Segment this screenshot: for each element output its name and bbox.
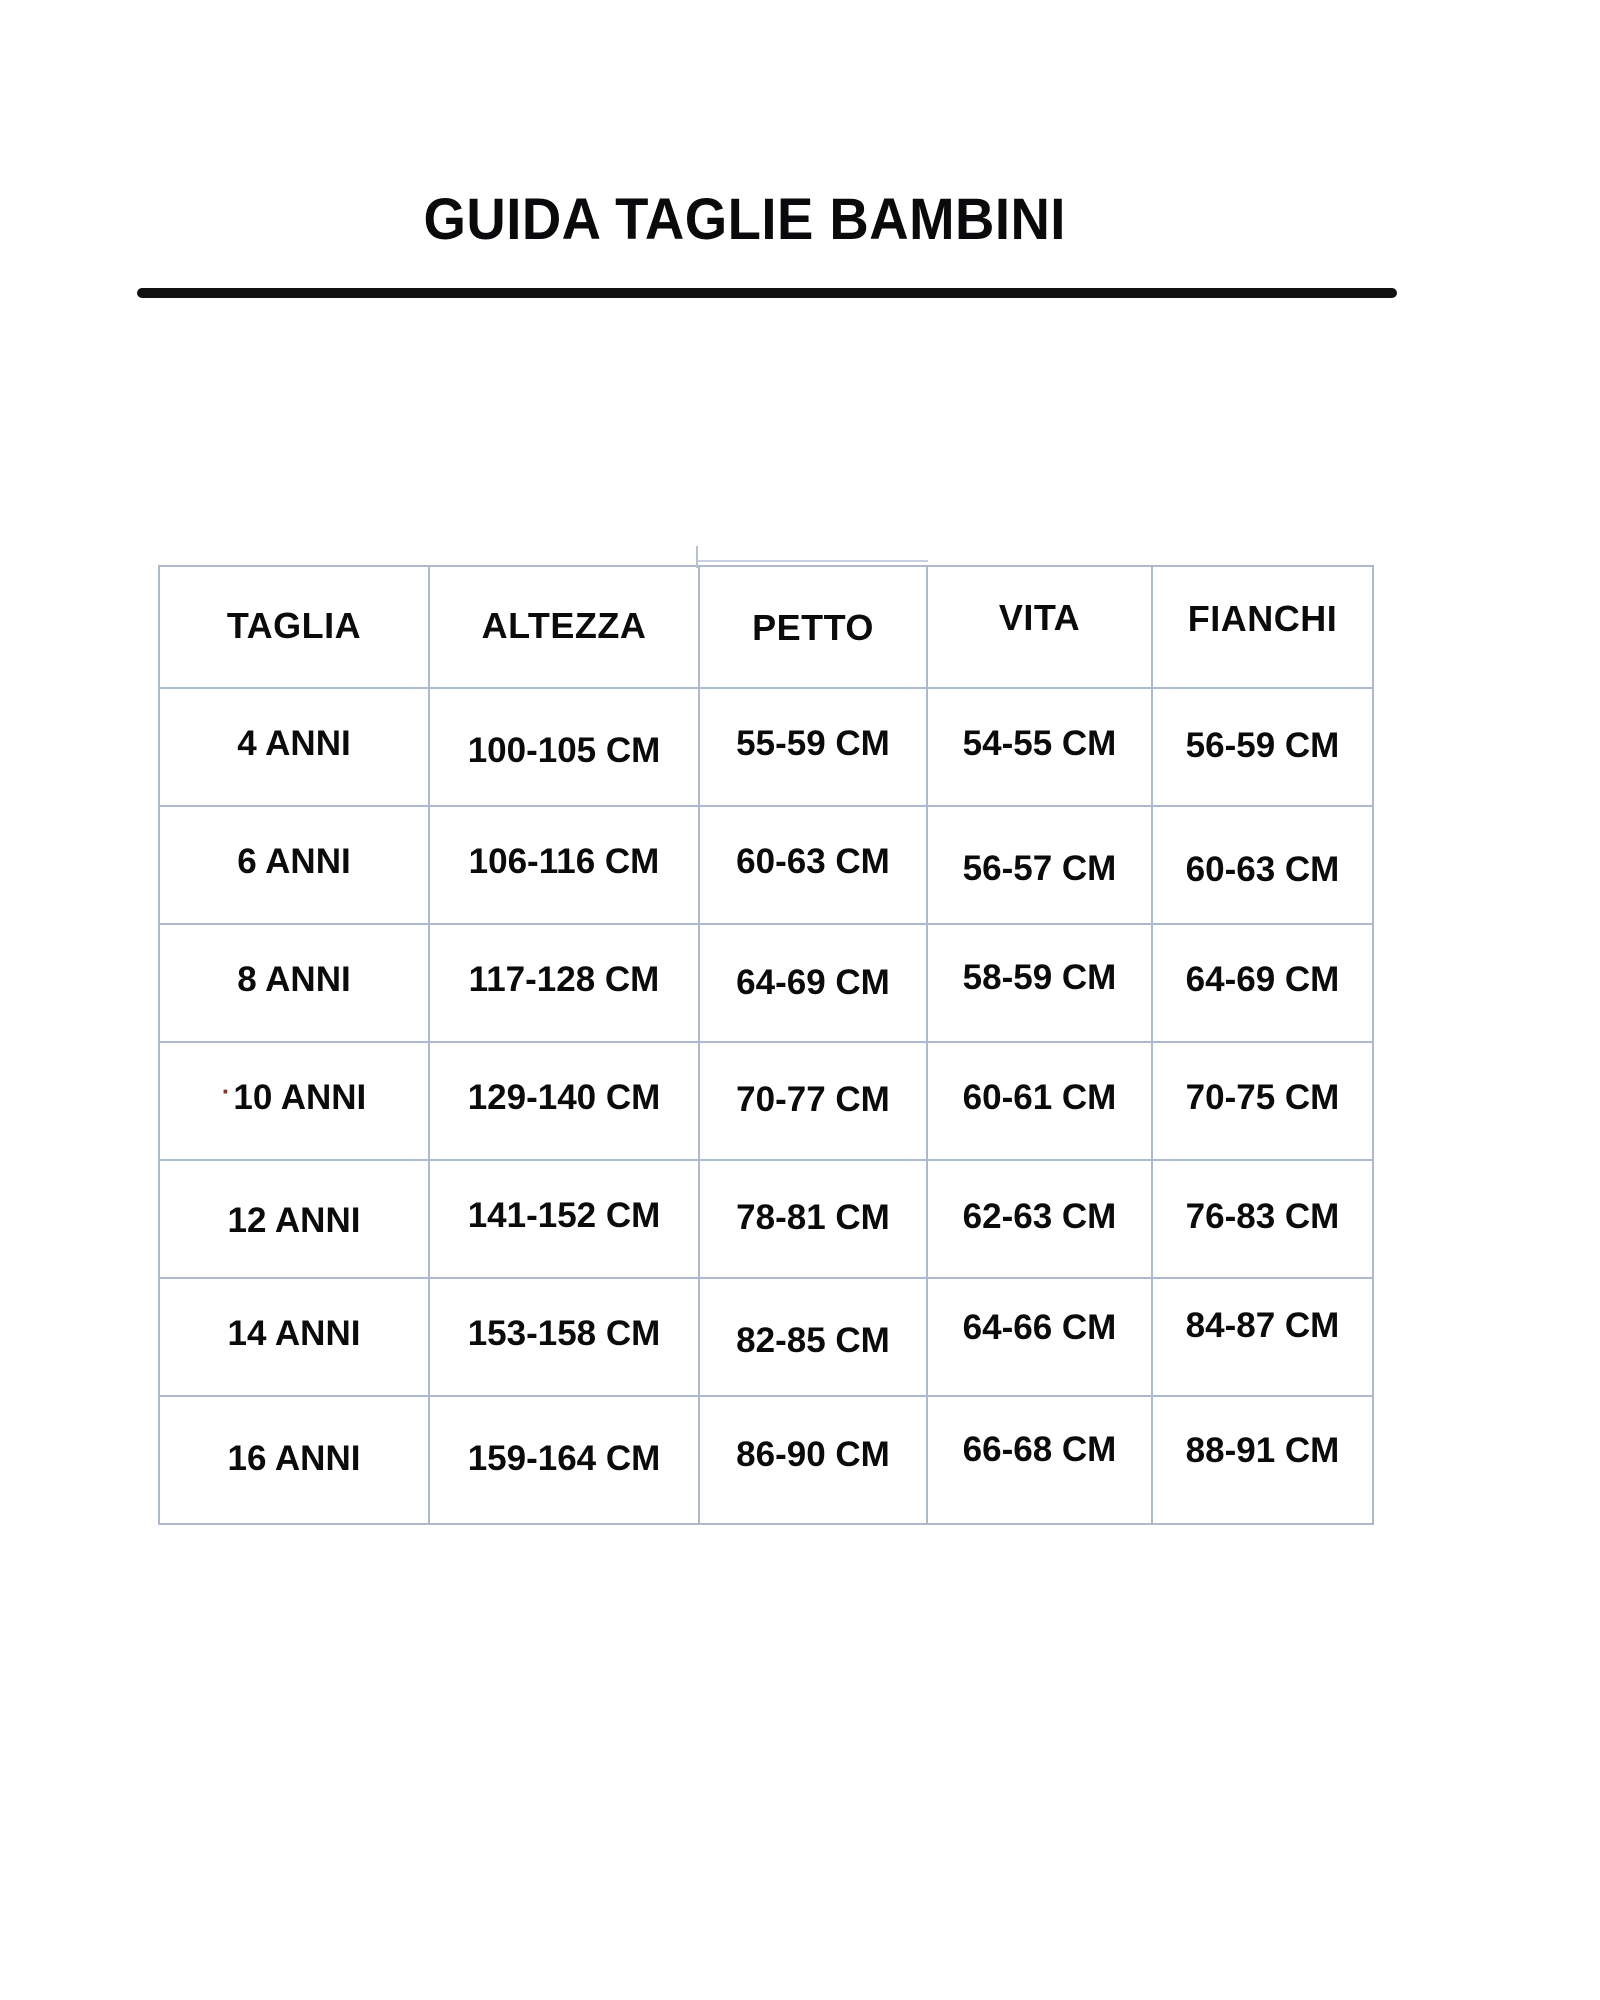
cell-altezza: 141-152 CM bbox=[428, 1159, 700, 1279]
cell-vita: 66-68 CM bbox=[926, 1395, 1153, 1525]
border-artifact-tick bbox=[696, 546, 698, 568]
cell-petto: 55-59 CM bbox=[698, 687, 928, 807]
cell-vita: 56-57 CM bbox=[926, 805, 1153, 925]
cell-altezza: 153-158 CM bbox=[428, 1277, 700, 1397]
cell-vita: 64-66 CM bbox=[926, 1277, 1153, 1397]
size-guide-table: TAGLIA ALTEZZA PETTO VITA FIANCHI 4 ANNI… bbox=[158, 565, 1374, 1525]
cell-fianchi: 56-59 CM bbox=[1151, 687, 1374, 807]
table-row: ·10 ANNI 129-140 CM 70-77 CM 60-61 CM 70… bbox=[158, 1041, 1374, 1161]
cell-fianchi: 64-69 CM bbox=[1151, 923, 1374, 1043]
header-row: TAGLIA ALTEZZA PETTO VITA FIANCHI bbox=[158, 565, 1374, 689]
table-row: 16 ANNI 159-164 CM 86-90 CM 66-68 CM 88-… bbox=[158, 1395, 1374, 1525]
table-row: 12 ANNI 141-152 CM 78-81 CM 62-63 CM 76-… bbox=[158, 1159, 1374, 1279]
cell-petto: 82-85 CM bbox=[698, 1277, 928, 1397]
cell-fianchi: 70-75 CM bbox=[1151, 1041, 1374, 1161]
cell-taglia: 14 ANNI bbox=[158, 1277, 430, 1397]
border-artifact-line bbox=[698, 560, 928, 562]
cell-petto: 78-81 CM bbox=[698, 1159, 928, 1279]
cell-taglia: 6 ANNI bbox=[158, 805, 430, 925]
title-underline-rule bbox=[137, 288, 1397, 298]
cell-fianchi: 84-87 CM bbox=[1151, 1277, 1374, 1397]
cell-altezza: 117-128 CM bbox=[428, 923, 700, 1043]
cell-vita: 60-61 CM bbox=[926, 1041, 1153, 1161]
cell-petto: 86-90 CM bbox=[698, 1395, 928, 1525]
cell-vita: 58-59 CM bbox=[926, 923, 1153, 1043]
header-cell-altezza: ALTEZZA bbox=[428, 565, 700, 689]
cell-petto: 64-69 CM bbox=[698, 923, 928, 1043]
table-row: 6 ANNI 106-116 CM 60-63 CM 56-57 CM 60-6… bbox=[158, 805, 1374, 925]
cell-altezza: 129-140 CM bbox=[428, 1041, 700, 1161]
cell-petto: 70-77 CM bbox=[698, 1041, 928, 1161]
cell-taglia: 16 ANNI bbox=[158, 1395, 430, 1525]
page-title: GUIDA TAGLIE BAMBINI bbox=[423, 187, 1067, 252]
stray-mark: · bbox=[221, 1076, 231, 1107]
page-title-wrap: GUIDA TAGLIE BAMBINI bbox=[0, 186, 1490, 253]
cell-taglia: ·10 ANNI bbox=[158, 1041, 430, 1161]
cell-taglia: 8 ANNI bbox=[158, 923, 430, 1043]
cell-fianchi: 76-83 CM bbox=[1151, 1159, 1374, 1279]
header-cell-taglia: TAGLIA bbox=[158, 565, 430, 689]
cell-fianchi: 88-91 CM bbox=[1151, 1395, 1374, 1525]
cell-taglia: 12 ANNI bbox=[158, 1159, 430, 1279]
cell-vita: 54-55 CM bbox=[926, 687, 1153, 807]
header-cell-petto: PETTO bbox=[698, 565, 928, 689]
cell-altezza: 100-105 CM bbox=[428, 687, 700, 807]
cell-altezza: 106-116 CM bbox=[428, 805, 700, 925]
cell-altezza: 159-164 CM bbox=[428, 1395, 700, 1525]
cell-vita: 62-63 CM bbox=[926, 1159, 1153, 1279]
cell-taglia: 4 ANNI bbox=[158, 687, 430, 807]
table-row: 8 ANNI 117-128 CM 64-69 CM 58-59 CM 64-6… bbox=[158, 923, 1374, 1043]
cell-fianchi: 60-63 CM bbox=[1151, 805, 1374, 925]
table-row: 14 ANNI 153-158 CM 82-85 CM 64-66 CM 84-… bbox=[158, 1277, 1374, 1397]
header-cell-fianchi: FIANCHI bbox=[1151, 565, 1374, 689]
header-cell-vita: VITA bbox=[926, 565, 1153, 689]
table-row: 4 ANNI 100-105 CM 55-59 CM 54-55 CM 56-5… bbox=[158, 687, 1374, 807]
cell-petto: 60-63 CM bbox=[698, 805, 928, 925]
